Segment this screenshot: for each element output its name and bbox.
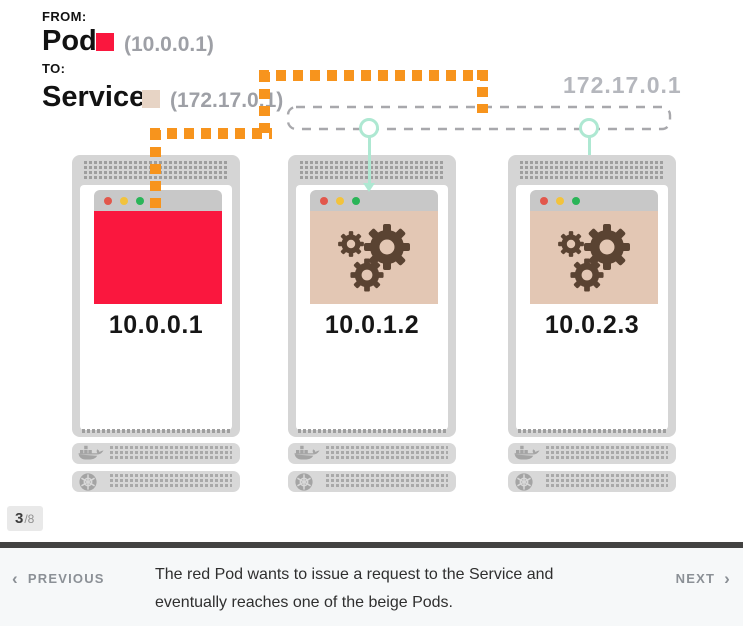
server-vent-row xyxy=(82,429,230,433)
pod-window xyxy=(310,190,438,304)
node-ip-label: 10.0.2.3 xyxy=(544,311,640,339)
traffic-light-yellow-icon xyxy=(556,196,564,205)
node-ip-label: 10.0.1.2 xyxy=(324,311,420,339)
kubelet-bar xyxy=(508,471,676,492)
chevron-left-icon: ‹ xyxy=(12,569,19,588)
slide-footer: ‹ PREVIOUS The red Pod wants to issue a … xyxy=(0,542,743,626)
service-link-line xyxy=(587,136,591,160)
docker-whale-icon xyxy=(514,445,540,460)
legend-from-ip: (10.0.0.1) xyxy=(124,33,214,56)
window-titlebar xyxy=(530,190,658,211)
pod-red xyxy=(94,211,222,304)
pod-beige xyxy=(530,211,658,304)
node-ip-label: 10.0.0.1 xyxy=(108,311,204,339)
service-endpoint-circle xyxy=(579,118,599,138)
bar-dot-pattern xyxy=(110,474,232,489)
legend-from-label: FROM: xyxy=(42,9,87,24)
bar-dot-pattern xyxy=(546,446,668,461)
node-screen: 10.0.2.3 xyxy=(516,185,668,430)
server-chassis: 10.0.2.3 xyxy=(508,155,676,437)
gears-icon xyxy=(338,223,410,292)
pod-window xyxy=(530,190,658,304)
window-titlebar xyxy=(310,190,438,211)
service-endpoint-circle xyxy=(359,118,379,138)
docker-whale-icon xyxy=(78,445,104,460)
gears-icon xyxy=(558,223,630,292)
server-chassis: 10.0.0.1 xyxy=(72,155,240,437)
bar-dot-pattern xyxy=(110,446,232,461)
traffic-light-red-icon xyxy=(320,196,328,205)
previous-button[interactable]: ‹ PREVIOUS xyxy=(12,570,105,587)
docker-runtime-bar xyxy=(72,443,240,464)
legend-beige-swatch xyxy=(142,90,160,108)
service-arrow-icon xyxy=(363,183,375,192)
traffic-light-green-icon xyxy=(136,196,144,205)
legend-from-name: Pod xyxy=(42,25,97,57)
node-screen: 10.0.1.2 xyxy=(296,185,448,430)
pod-window xyxy=(94,190,222,304)
server-vent-row xyxy=(298,429,446,433)
request-path-segment xyxy=(150,128,272,139)
kubernetes-wheel-icon xyxy=(78,472,98,492)
service-boundary-box xyxy=(286,105,672,131)
docker-whale-icon xyxy=(294,445,320,460)
legend-to-ip: (172.17.0.1) xyxy=(170,89,284,112)
bar-dot-pattern xyxy=(326,474,448,489)
traffic-light-red-icon xyxy=(540,196,548,205)
next-label: NEXT xyxy=(675,571,716,586)
node-screen: 10.0.0.1 xyxy=(80,185,232,430)
pod-beige xyxy=(310,211,438,304)
traffic-light-yellow-icon xyxy=(336,196,344,205)
previous-label: PREVIOUS xyxy=(27,571,105,586)
kubelet-bar xyxy=(72,471,240,492)
caption: The red Pod wants to issue a request to … xyxy=(155,561,553,617)
traffic-light-green-icon xyxy=(352,196,360,205)
service-ip-label: 172.17.0.1 xyxy=(563,72,682,98)
traffic-light-red-icon xyxy=(104,196,112,205)
caption-line-1: The red Pod wants to issue a request to … xyxy=(155,566,554,583)
traffic-light-green-icon xyxy=(572,196,580,205)
request-path-segment xyxy=(150,130,161,212)
request-path-segment xyxy=(259,72,270,139)
legend-to-name: Service xyxy=(42,81,146,113)
request-path-segment xyxy=(259,70,488,81)
chevron-right-icon: › xyxy=(724,569,731,588)
caption-line-2: eventually reaches one of the beige Pods… xyxy=(155,594,453,611)
bar-dot-pattern xyxy=(326,446,448,461)
request-path-segment xyxy=(477,70,488,113)
traffic-light-yellow-icon xyxy=(120,196,128,205)
page-total: /8 xyxy=(24,511,35,526)
node-3: 10.0.2.3 xyxy=(508,155,676,495)
legend-to-label: TO: xyxy=(42,61,66,76)
kubelet-bar xyxy=(288,471,456,492)
node-2: 10.0.1.2 xyxy=(288,155,456,495)
server-chassis: 10.0.1.2 xyxy=(288,155,456,437)
node-1: 10.0.0.1 xyxy=(72,155,240,495)
docker-runtime-bar xyxy=(288,443,456,464)
kubernetes-wheel-icon xyxy=(514,472,534,492)
server-vent-row xyxy=(518,429,666,433)
server-vent-pattern xyxy=(520,161,664,181)
bar-dot-pattern xyxy=(546,474,668,489)
server-vent-pattern xyxy=(300,161,444,181)
next-button[interactable]: NEXT › xyxy=(676,570,731,587)
page-current: 3 xyxy=(15,510,24,527)
docker-runtime-bar xyxy=(508,443,676,464)
kubernetes-wheel-icon xyxy=(294,472,314,492)
legend-red-swatch xyxy=(96,33,114,51)
page-counter: 3 /8 xyxy=(7,506,44,531)
service-link-line xyxy=(367,136,371,184)
